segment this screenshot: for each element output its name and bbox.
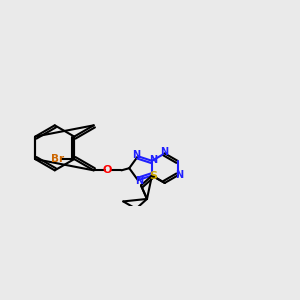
Text: N: N [175, 170, 183, 180]
Text: N: N [132, 150, 140, 160]
Text: N: N [135, 176, 143, 186]
Text: S: S [150, 171, 158, 181]
Text: Br: Br [51, 154, 64, 164]
Text: N: N [149, 154, 157, 164]
Text: O: O [103, 165, 112, 176]
Text: N: N [160, 147, 168, 157]
